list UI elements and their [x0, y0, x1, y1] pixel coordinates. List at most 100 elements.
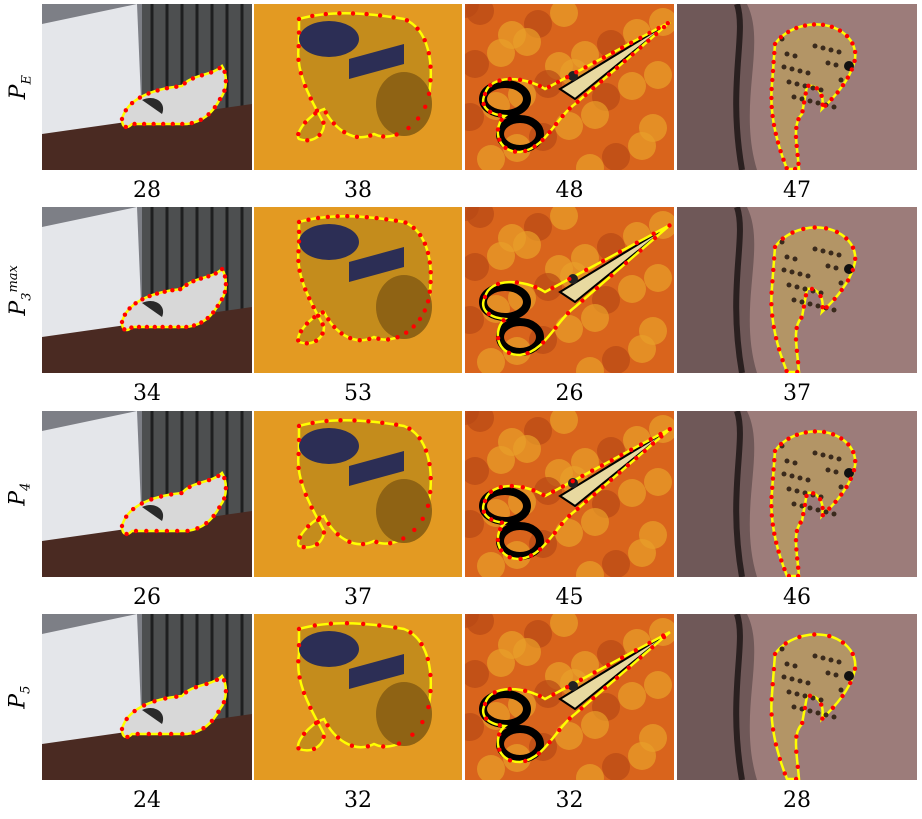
- contour-vertex: [384, 217, 389, 222]
- vertex-count-label: 24: [133, 788, 161, 813]
- contour-vertex: [217, 96, 223, 102]
- contour-vertex: [296, 16, 302, 22]
- contour-vertex: [580, 298, 585, 303]
- contour-vertex: [812, 632, 817, 637]
- vertex-count-label: 37: [783, 381, 811, 406]
- contour-vertex: [771, 267, 776, 273]
- contour-vertex: [565, 74, 570, 80]
- image-elephant-toy: [254, 4, 462, 170]
- contour-vertex: [820, 513, 825, 518]
- contour-vertex: [523, 758, 528, 764]
- contour-vertex: [297, 675, 302, 680]
- contour-vertex: [349, 743, 355, 748]
- image-cat: [42, 614, 252, 780]
- contour-vertex: [180, 731, 185, 737]
- contour-vertex: [296, 239, 302, 244]
- contour-vertex: [772, 50, 777, 56]
- contour-vertex: [769, 504, 774, 509]
- contour-vertex: [191, 730, 196, 735]
- contour-vertex: [497, 137, 502, 142]
- row-label-sub: E: [19, 74, 35, 85]
- contour-vertex: [794, 528, 800, 534]
- contour-vertex: [428, 64, 433, 69]
- contour-vertex: [799, 315, 804, 320]
- contour-vertex: [381, 744, 386, 749]
- contour-vertex: [648, 437, 653, 442]
- contour-vertex: [820, 716, 825, 721]
- contour-vertex: [141, 703, 147, 708]
- contour-vertex: [135, 731, 140, 737]
- contour-vertex: [839, 436, 844, 441]
- row-label-main: P: [5, 300, 31, 316]
- contour-vertex: [555, 79, 561, 85]
- contour-vertex: [769, 95, 774, 101]
- contour-vertex: [778, 35, 784, 40]
- contour-vertex: [801, 511, 806, 517]
- contour-vertex: [852, 58, 857, 64]
- contour-vertex: [487, 109, 493, 115]
- contour-vertex: [654, 31, 659, 37]
- contour-vertex: [609, 273, 614, 278]
- contour-vertex: [303, 287, 308, 292]
- contour-vertex: [619, 45, 625, 50]
- contour-vertex: [140, 297, 145, 302]
- contour-vertex: [541, 492, 546, 498]
- contour-vertex: [411, 324, 416, 329]
- contour-vertex: [623, 260, 629, 266]
- contour-vertex: [770, 77, 775, 83]
- contour-vertex: [366, 419, 371, 424]
- contour-vertex: [348, 335, 353, 341]
- contour-vertex: [422, 241, 428, 246]
- row-label-sub: 3: [19, 292, 35, 301]
- contour-vertex: [317, 132, 322, 138]
- contour-vertex: [211, 310, 216, 315]
- contour-vertex: [151, 121, 156, 127]
- contour-vertex: [506, 350, 512, 355]
- contour-vertex: [840, 640, 846, 645]
- contour-vertex: [428, 78, 433, 83]
- contour-vertex: [498, 485, 503, 490]
- contour-vertex: [310, 13, 315, 19]
- contour-vertex: [509, 483, 514, 489]
- contour-vertex: [198, 276, 204, 281]
- contour-vertex: [853, 256, 858, 261]
- contour-vertex: [574, 70, 579, 75]
- contour-vertex: [381, 134, 386, 139]
- contour-vertex: [125, 734, 130, 740]
- contour-vertex: [782, 771, 787, 776]
- contour-vertex: [497, 747, 502, 752]
- contour-vertex: [599, 463, 605, 468]
- contour-vertex: [497, 113, 502, 118]
- contour-vertex: [512, 149, 518, 154]
- contour-vertex: [420, 516, 425, 521]
- contour-vertex: [212, 105, 218, 110]
- contour-vertex: [782, 566, 787, 572]
- contour-vertex: [321, 734, 326, 739]
- contour-vertex: [352, 418, 357, 423]
- contour-vertex: [545, 539, 550, 544]
- contour-vertex: [193, 685, 199, 690]
- contour-vertex: [296, 249, 301, 254]
- contour-vertex: [845, 75, 850, 80]
- contour-vertex: [600, 258, 606, 264]
- contour-vertex: [296, 746, 301, 751]
- contour-vertex: [770, 476, 776, 481]
- contour-vertex: [211, 513, 216, 519]
- contour-vertex: [428, 672, 433, 678]
- contour-vertex: [323, 110, 328, 115]
- contour-vertex: [298, 329, 304, 334]
- contour-vertex: [217, 505, 222, 510]
- image-elephant-toy: [254, 207, 462, 373]
- contour-vertex: [559, 521, 564, 527]
- contour-vertex: [638, 442, 644, 447]
- contour-vertex: [131, 506, 136, 512]
- contour-vertex: [425, 299, 431, 304]
- contour-vertex: [357, 338, 362, 343]
- image-cat: [42, 207, 252, 373]
- contour-vertex: [296, 643, 302, 648]
- contour-vertex: [199, 320, 204, 325]
- contour-vertex: [619, 452, 624, 458]
- contour-vertex: [634, 455, 639, 461]
- contour-vertex: [794, 547, 799, 552]
- contour-vertex: [661, 24, 667, 30]
